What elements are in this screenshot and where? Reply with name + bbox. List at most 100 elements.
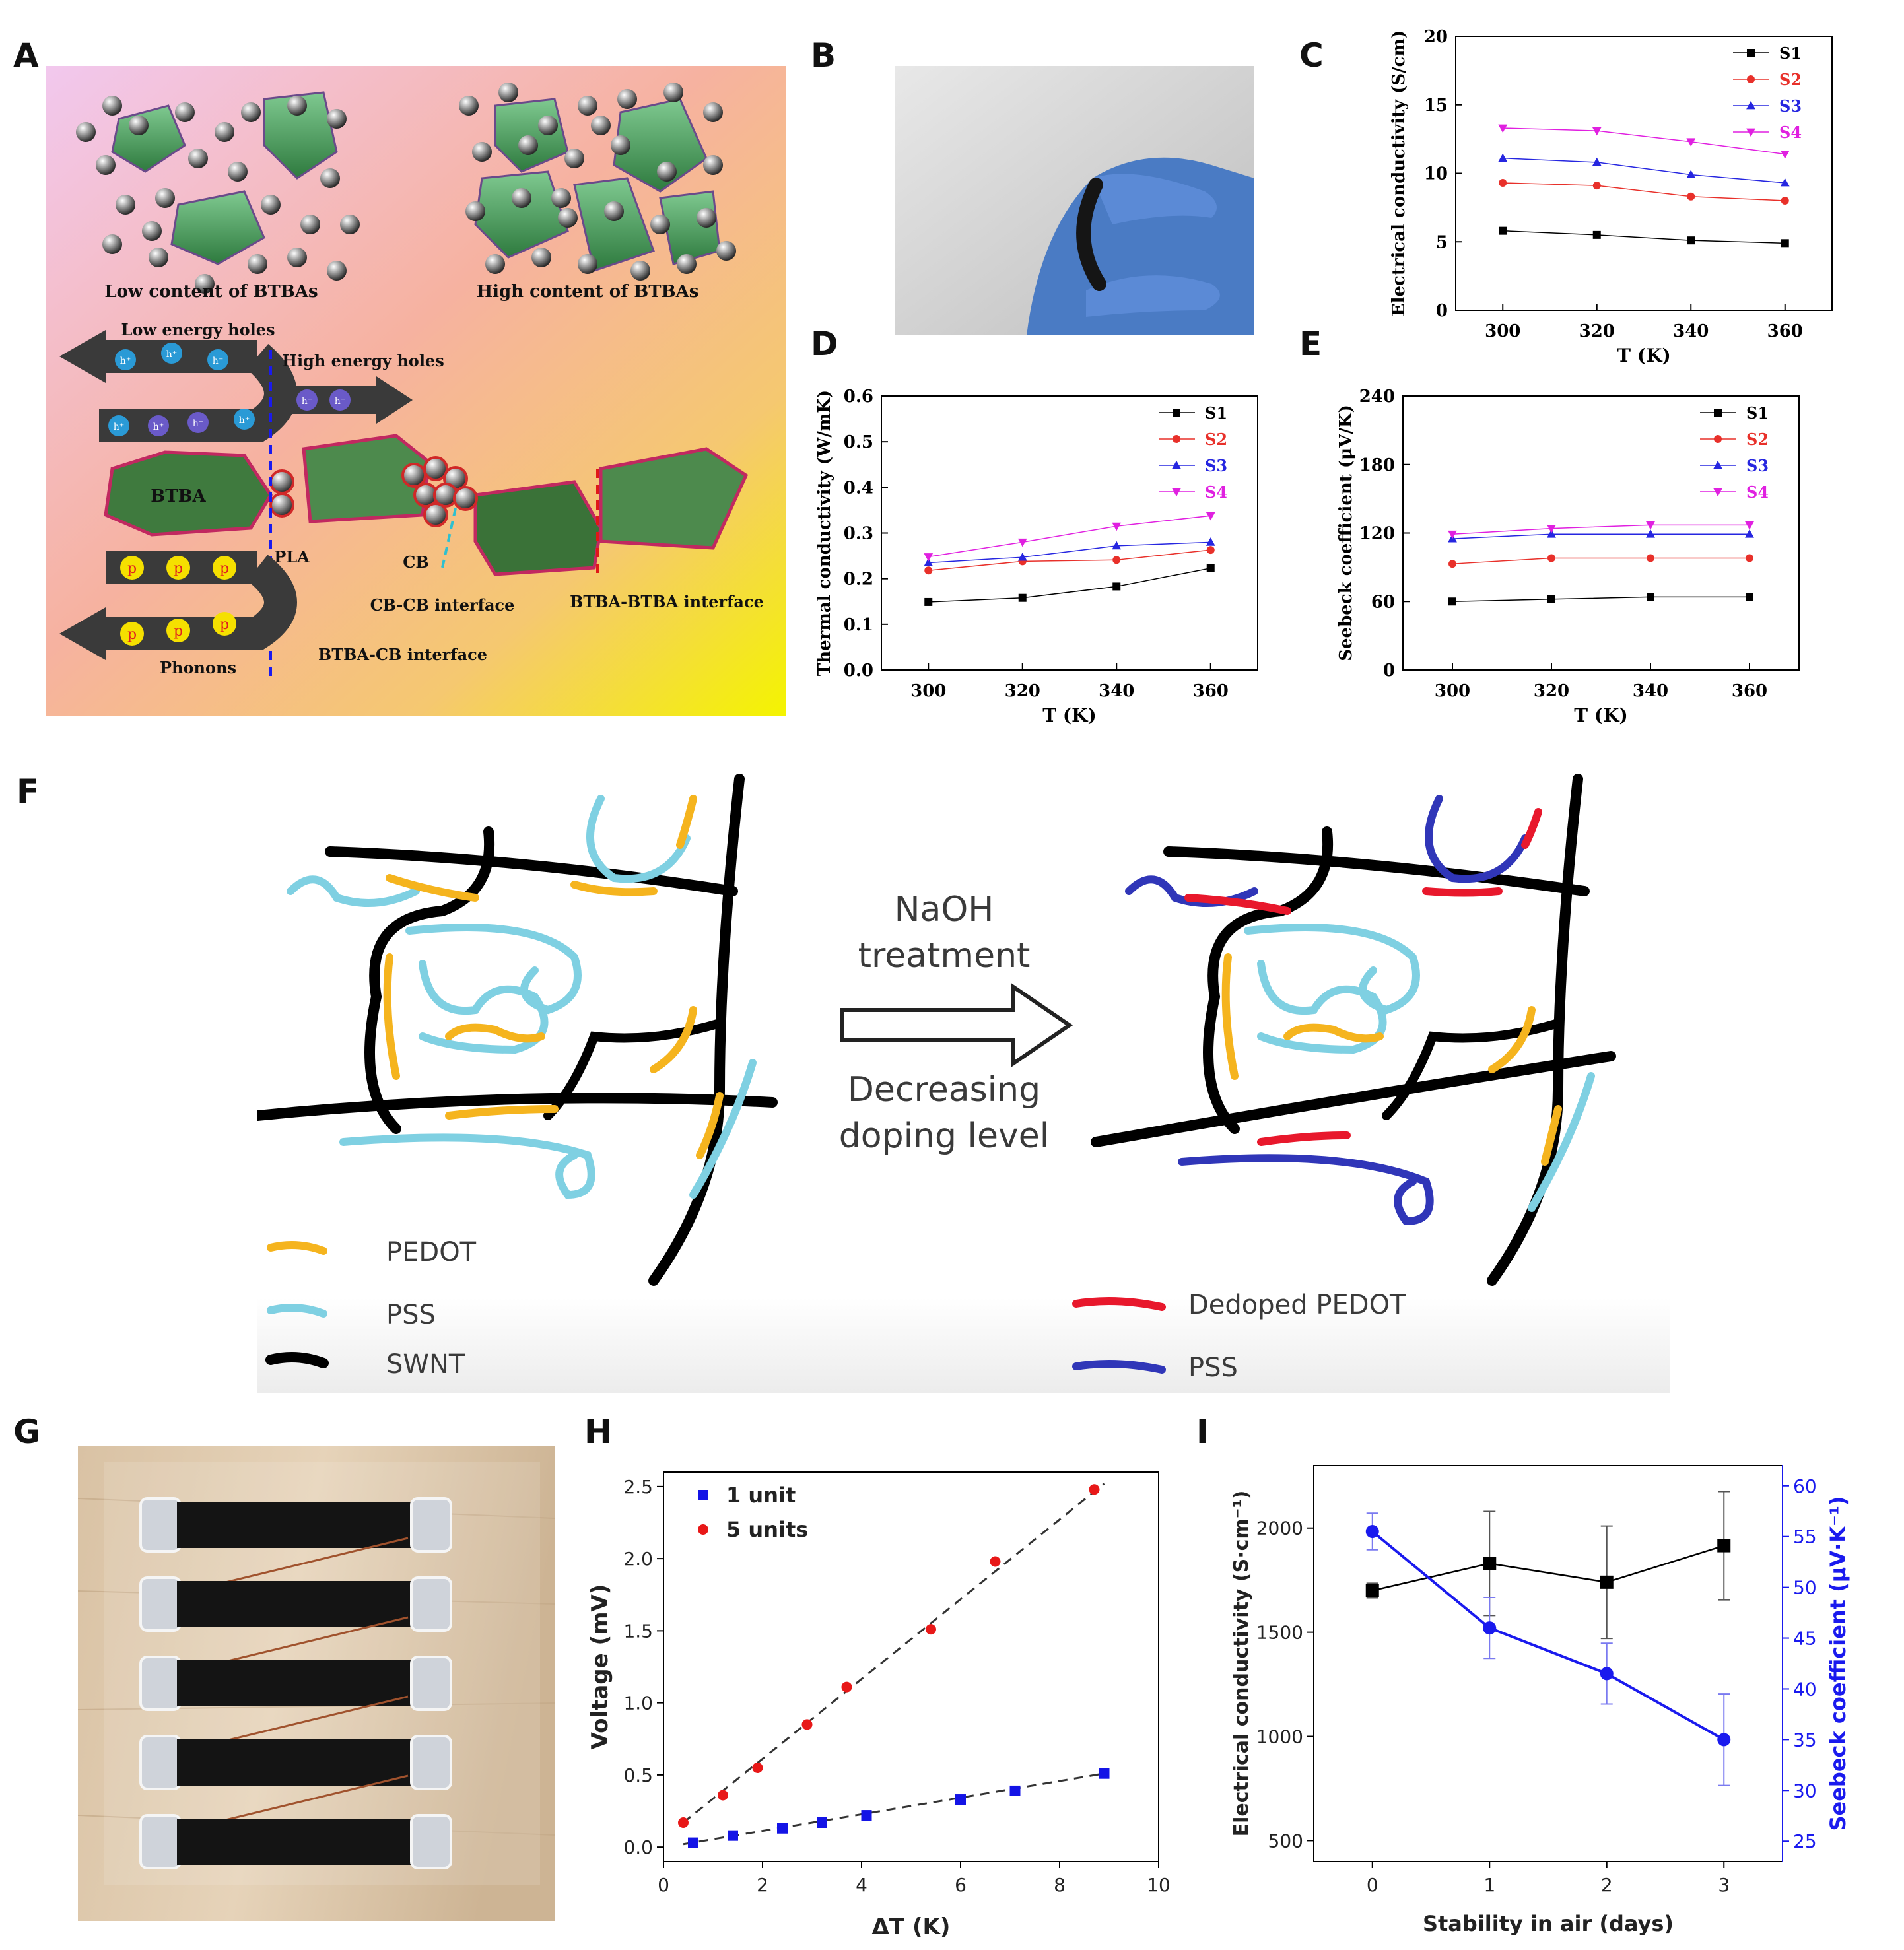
chart-i: 0 1 2 3 500 1000 1500 2000 25 30 35 40 45 50 55 60 Stabi…	[1202, 1439, 1895, 1947]
data-point	[1206, 564, 1215, 572]
phonon-symbol: p	[220, 617, 229, 633]
hole-symbol: h⁺	[114, 422, 124, 432]
legend-marker	[698, 1524, 708, 1535]
high-energy-holes-arrow	[376, 376, 413, 424]
cb-particle	[518, 135, 538, 155]
legend-label: S4	[1205, 483, 1227, 502]
cb-particle	[677, 254, 697, 274]
x-tick-label: 300	[1485, 321, 1520, 341]
cb-particle	[215, 122, 234, 142]
high-energy-holes-label: High energy holes	[282, 351, 444, 370]
cb-particle	[149, 248, 168, 267]
data-point	[1547, 529, 1556, 538]
data-point	[1592, 182, 1601, 190]
legend-label: 5 units	[726, 1517, 808, 1542]
x-tick-label: 0	[658, 1874, 669, 1896]
x-tick-label: 10	[1147, 1874, 1171, 1896]
arrow-top-line-1: NaOH	[895, 890, 994, 929]
y2-tick-label: 50	[1793, 1577, 1817, 1599]
legend-swatch-pss-2	[1072, 1360, 1166, 1374]
data-point	[1547, 554, 1555, 562]
series-line	[1372, 1545, 1724, 1592]
y-tick-label: 0.0	[623, 1836, 653, 1858]
fit-line	[683, 1483, 1105, 1824]
y2-axis-label: Seebeck coefficient (μV·K⁻¹)	[1825, 1496, 1851, 1831]
x-tick-label: 6	[955, 1874, 967, 1896]
data-point	[1499, 226, 1507, 235]
legend-label: S3	[1746, 456, 1769, 475]
phonon-particle	[166, 556, 190, 580]
y-tick-label: 0.1	[844, 615, 873, 635]
cb-particle	[195, 274, 215, 294]
legend-label: 1 unit	[726, 1483, 796, 1508]
x-tick-label: 3	[1718, 1874, 1730, 1896]
data-point	[1206, 537, 1215, 546]
data-point	[1017, 552, 1027, 561]
network-before	[252, 774, 778, 1286]
cb-particle	[102, 96, 122, 116]
series-line	[1452, 557, 1750, 564]
hole-symbol: h⁺	[239, 415, 250, 426]
chart-d: 300 320 340 360 0.0 0.1 0.2 0.3 0.4 0.5 0.6 T (K) Th…	[809, 376, 1271, 759]
x-tick-label: 320	[1534, 681, 1569, 701]
cb-particle	[697, 208, 716, 228]
electrode-right	[410, 1656, 452, 1711]
data-point	[1112, 522, 1122, 531]
series-line	[928, 541, 1211, 564]
cb-particle	[485, 254, 505, 274]
series-line	[1503, 157, 1785, 184]
y-tick-label: 0	[1383, 661, 1395, 681]
cb-particle	[531, 248, 551, 267]
electrode-left	[139, 1814, 182, 1869]
y-tick-label: 1500	[1256, 1622, 1303, 1644]
legend-pedot: PEDOT	[386, 1237, 477, 1267]
legend-swatch-pss	[267, 1304, 327, 1318]
data-point	[1687, 236, 1695, 245]
x-axis-label: T (K)	[1042, 704, 1096, 726]
y-tick-label: 2.0	[623, 1548, 653, 1570]
x-tick-label: 1	[1483, 1874, 1495, 1896]
cb-particle	[459, 96, 479, 116]
cb-particle	[423, 502, 448, 527]
x-tick-label: 2	[1601, 1874, 1613, 1896]
hole-symbol: h⁺	[166, 349, 177, 360]
panel-label-g: G	[13, 1413, 41, 1451]
data-point	[924, 597, 933, 606]
phonon-particle	[120, 556, 144, 580]
y2-tick-label: 35	[1793, 1729, 1817, 1751]
phonon-symbol: p	[220, 560, 229, 577]
y-axis-label: Voltage (mV)	[587, 1584, 613, 1750]
x-tick-label: 320	[1005, 681, 1040, 701]
data-point	[1365, 1584, 1379, 1597]
data-point	[1745, 529, 1754, 538]
cb-particle	[76, 122, 96, 142]
y-tick-label: 1.5	[623, 1620, 653, 1642]
y-tick-label: 0.4	[844, 478, 873, 498]
low-content-caption: Low content of BTBAs	[104, 282, 318, 302]
data-point	[1498, 124, 1508, 133]
y-tick-label: 20	[1424, 27, 1448, 47]
cb-particle	[578, 254, 597, 274]
panel-label-a: A	[13, 36, 39, 75]
data-point	[926, 1624, 936, 1635]
data-point	[924, 566, 933, 575]
data-point	[1498, 153, 1508, 162]
data-point	[1746, 593, 1753, 601]
cb-particle	[300, 215, 320, 234]
data-point	[1365, 1525, 1379, 1538]
phonon-symbol: p	[174, 623, 183, 640]
y-tick-label: 0.6	[844, 387, 873, 407]
data-point	[924, 558, 934, 566]
data-point	[1483, 1557, 1497, 1570]
data-point	[1018, 593, 1027, 602]
hole-symbol: h⁺	[213, 356, 223, 366]
x-tick-label: 8	[1054, 1874, 1066, 1896]
y-tick-label: 5	[1436, 232, 1448, 252]
y-tick-label: 0.5	[844, 432, 873, 452]
y-tick-label: 1.0	[623, 1693, 653, 1714]
y-tick-label: 0	[1436, 301, 1448, 321]
y-tick-label: 180	[1359, 455, 1395, 475]
y-tick-label: 10	[1424, 164, 1448, 184]
cb-particle	[287, 248, 307, 267]
panel-a-schematic: Low content of BTBAs High content of BTB…	[46, 66, 786, 716]
